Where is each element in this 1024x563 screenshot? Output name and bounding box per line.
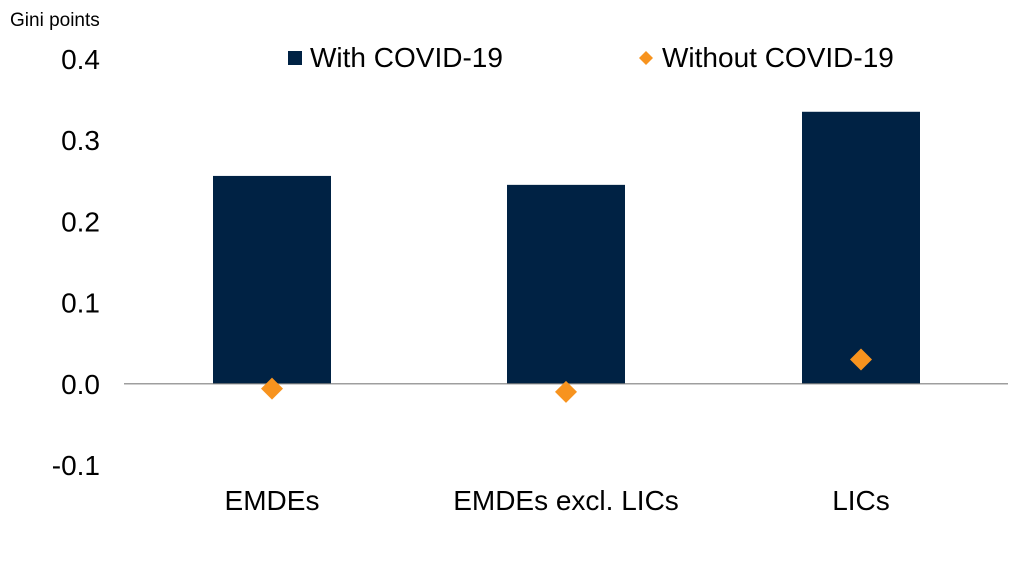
x-tick-label: EMDEs excl. LICs (453, 485, 679, 516)
legend-swatch-with-covid (288, 51, 302, 65)
x-tick-label: EMDEs (225, 485, 320, 516)
x-tick-label: LICs (832, 485, 890, 516)
y-axis-ticks: 0.4 0.3 0.2 0.1 0.0 -0.1 (52, 44, 100, 481)
bars (213, 111, 920, 384)
legend-swatch-without-covid (639, 51, 653, 65)
y-tick-label: 0.3 (61, 125, 100, 156)
markers (261, 348, 872, 403)
x-axis-labels: EMDEs EMDEs excl. LICs LICs (225, 485, 890, 516)
marker-without-covid (555, 380, 577, 403)
marker-without-covid (261, 377, 283, 400)
legend: With COVID-19 Without COVID-19 (288, 42, 894, 73)
y-axis-label: Gini points (10, 10, 100, 31)
y-tick-label: 0.2 (61, 206, 100, 237)
marker-without-covid (850, 348, 872, 371)
legend-label-without-covid: Without COVID-19 (662, 42, 894, 73)
legend-label-with-covid: With COVID-19 (310, 42, 503, 73)
bar-with-covid (802, 111, 920, 384)
bar-with-covid (213, 175, 331, 384)
y-tick-label: 0.1 (61, 288, 100, 319)
y-tick-label: -0.1 (52, 450, 100, 481)
bar-with-covid (507, 184, 625, 384)
y-tick-label: 0.0 (61, 369, 100, 400)
y-tick-label: 0.4 (61, 44, 100, 75)
